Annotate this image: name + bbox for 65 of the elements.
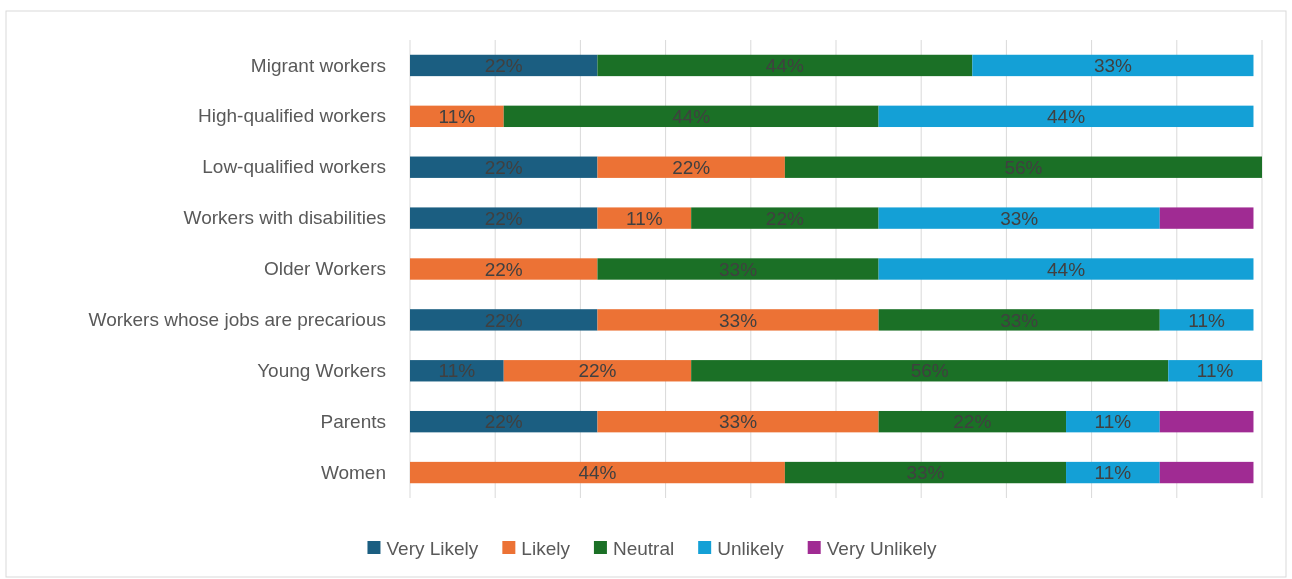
y-tick-label: High-qualified workers [198, 105, 386, 127]
data-label: 22% [484, 309, 523, 331]
legend-label: Likely [521, 537, 571, 559]
legend-label: Very Likely [386, 537, 479, 559]
bar [878, 105, 1254, 128]
bar [597, 207, 692, 229]
data-label: 11% [1196, 360, 1234, 382]
bar [410, 258, 598, 280]
y-tick-label: Workers with disabilities [183, 207, 386, 229]
bar [597, 410, 879, 433]
bar [784, 156, 1262, 178]
bar [597, 309, 879, 331]
data-label: 33% [719, 411, 758, 433]
legend-label: Neutral [612, 537, 675, 559]
bar [1159, 461, 1254, 484]
data-label: 44% [1047, 105, 1086, 127]
bar [878, 207, 1160, 229]
bar [784, 461, 1067, 484]
data-label: 11% [1188, 309, 1226, 331]
legend-label: Very Unlikely [826, 537, 938, 559]
bar [878, 258, 1254, 280]
bar [1159, 410, 1254, 433]
y-tick-label: Low-qualified workers [202, 156, 386, 178]
bar [503, 360, 692, 382]
data-label: 33% [1000, 207, 1039, 229]
data-label: 22% [484, 258, 523, 280]
y-tick-label: Older Workers [263, 258, 386, 280]
y-tick-label: Young Workers [257, 359, 386, 381]
y-tick-label: Parents [320, 410, 386, 432]
data-label: 22% [484, 207, 523, 229]
bar [503, 105, 879, 128]
data-label: 11% [625, 207, 663, 229]
y-tick-label: Women [320, 461, 386, 483]
data-label: 22% [484, 411, 523, 433]
bar [878, 309, 1160, 331]
bar [597, 258, 879, 280]
bar [1159, 207, 1254, 229]
data-label: 22% [578, 360, 617, 382]
data-label: 44% [578, 462, 617, 484]
y-tick-label: Workers whose jobs are precarious [88, 308, 386, 330]
bar [410, 309, 598, 331]
bar [410, 207, 598, 229]
bar [878, 410, 1067, 433]
bar [691, 207, 879, 229]
bar [410, 410, 598, 433]
data-label: 11% [438, 105, 476, 127]
bar [410, 54, 598, 77]
data-label: 33% [719, 309, 758, 331]
data-label: 11% [1094, 462, 1132, 484]
bar [597, 156, 785, 178]
bar [410, 461, 785, 484]
bar [1159, 309, 1254, 331]
bar [410, 156, 598, 178]
data-label: 22% [484, 156, 523, 178]
data-label: 22% [672, 156, 711, 178]
data-label: 44% [1047, 258, 1086, 280]
legend-label: Unlikely [717, 537, 785, 559]
bar [597, 54, 973, 77]
bar [691, 360, 1169, 382]
y-tick-label: Migrant workers [250, 54, 386, 76]
data-label: 11% [438, 360, 476, 382]
data-label: 11% [1094, 411, 1132, 433]
bar [972, 54, 1254, 77]
data-label: 22% [484, 55, 523, 77]
data-label: 33% [1093, 55, 1133, 77]
